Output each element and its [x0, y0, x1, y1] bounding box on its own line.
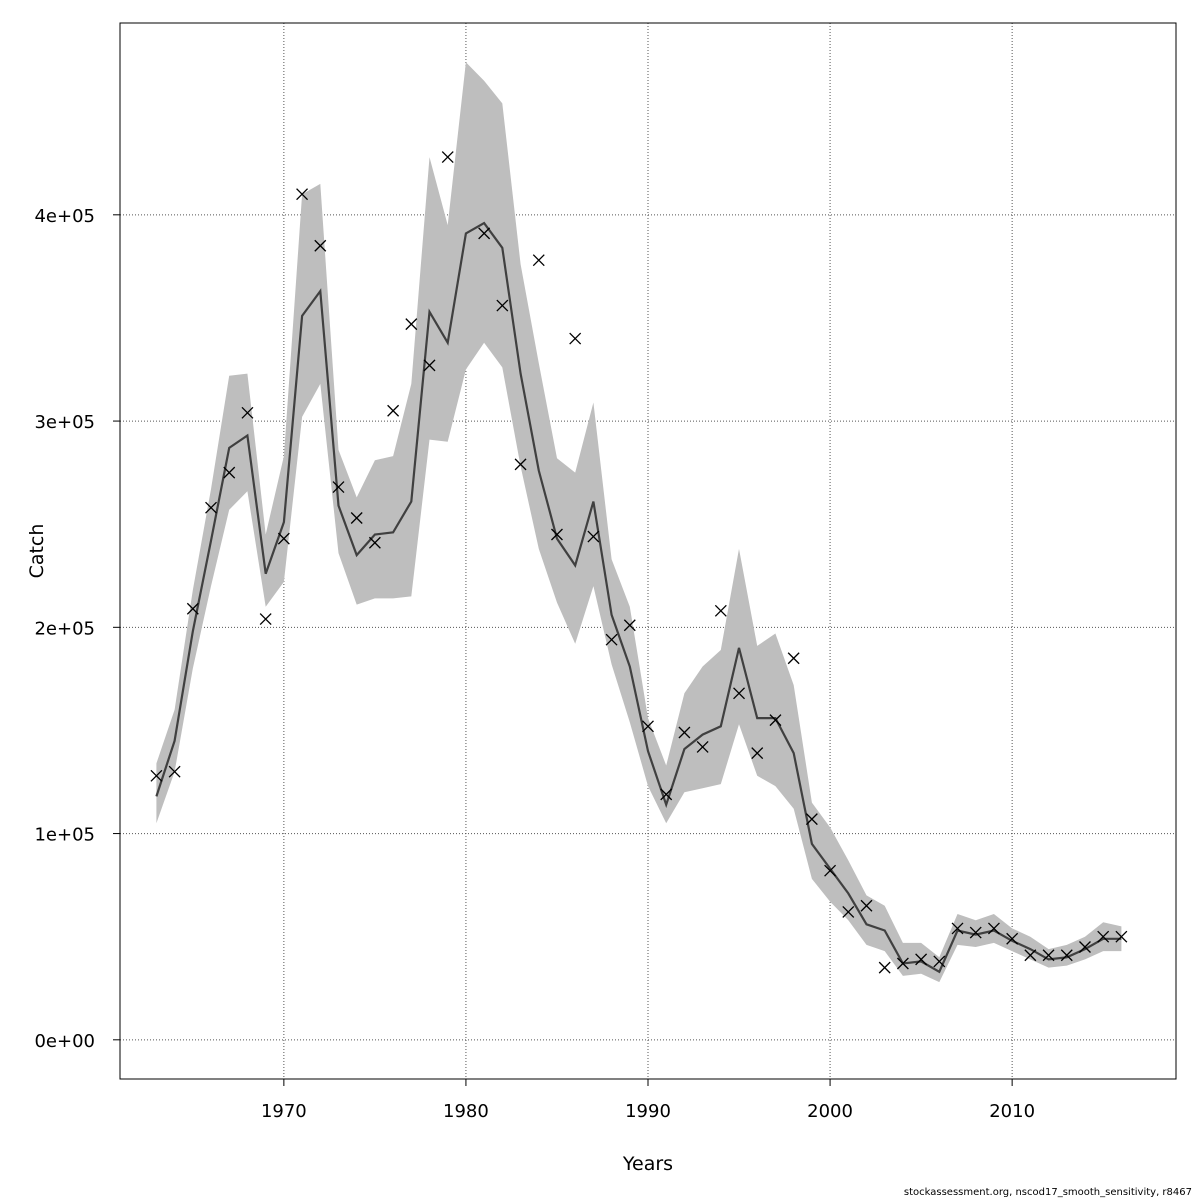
observed-point	[733, 687, 745, 700]
observed-point	[987, 922, 1000, 935]
observed-point	[1079, 941, 1091, 953]
observed-point	[223, 466, 236, 479]
observed-point	[1060, 949, 1073, 962]
observed-point	[933, 955, 946, 968]
observed-point	[350, 512, 363, 524]
observed-point	[915, 953, 928, 966]
confidence-band	[156, 62, 1122, 983]
observed-point	[660, 788, 673, 801]
observed-point	[714, 604, 727, 617]
x-axis-ticks: 1970 1980 1990 2000 2010	[261, 1079, 1035, 1122]
y-tick-label: 3e+05	[34, 412, 95, 433]
observed-point	[842, 905, 855, 918]
observed-point	[642, 720, 654, 733]
observed-point	[1006, 932, 1019, 945]
observed-point	[1097, 930, 1110, 943]
observed-point	[387, 404, 400, 417]
y-axis-title: Catch	[26, 524, 48, 579]
observed-point	[205, 501, 217, 514]
observed-point	[824, 864, 837, 877]
observed-point	[150, 769, 163, 782]
confidence-band-layer	[156, 62, 1122, 983]
observed-point	[896, 957, 909, 970]
observed-point	[1115, 930, 1128, 943]
observed-point	[296, 188, 309, 201]
observed-point	[969, 926, 982, 939]
observed-point	[678, 726, 691, 739]
observed-point	[605, 633, 618, 646]
observed-point	[496, 299, 509, 312]
observed-point	[478, 227, 491, 240]
observed-point	[241, 406, 254, 419]
observed-point	[532, 254, 545, 267]
observed-point	[1024, 949, 1037, 962]
observed-point	[551, 528, 563, 541]
observed-point	[186, 602, 199, 615]
observed-point	[277, 532, 290, 545]
y-tick-label: 2e+05	[34, 618, 95, 639]
observed-point	[368, 536, 381, 549]
x-tick-label: 2010	[989, 1101, 1035, 1122]
observed-points-layer	[150, 151, 1128, 974]
observed-point	[332, 481, 345, 494]
observed-point	[259, 613, 272, 626]
y-tick-label: 0e+00	[34, 1031, 95, 1052]
y-tick-label: 1e+05	[34, 825, 95, 846]
x-tick-label: 1990	[625, 1101, 671, 1122]
observed-point	[587, 530, 600, 543]
observed-point	[168, 765, 181, 778]
observed-point	[1042, 949, 1055, 962]
observed-point	[423, 359, 436, 372]
observed-point	[441, 151, 454, 164]
observed-point	[805, 813, 818, 826]
x-tick-label: 1970	[261, 1101, 307, 1122]
observed-point	[878, 961, 891, 974]
observed-point	[405, 318, 418, 331]
observed-point	[314, 239, 327, 252]
observed-point	[696, 740, 709, 753]
y-axis-ticks: 0e+00 1e+05 2e+05 3e+05 4e+05	[34, 206, 120, 1052]
observed-point	[860, 899, 873, 912]
observed-point	[514, 458, 527, 471]
observed-point	[951, 922, 964, 935]
observed-point	[569, 332, 582, 345]
x-tick-label: 2000	[807, 1101, 853, 1122]
observed-point	[751, 747, 764, 760]
y-tick-label: 4e+05	[34, 206, 95, 227]
observed-point	[787, 652, 800, 665]
x-tick-label: 1980	[443, 1101, 489, 1122]
observed-point	[623, 619, 636, 632]
observed-point	[769, 714, 782, 727]
footer-note: stockassessment.org, nscod17_smooth_sens…	[903, 1187, 1192, 1198]
x-axis-title: Years	[622, 1153, 673, 1175]
